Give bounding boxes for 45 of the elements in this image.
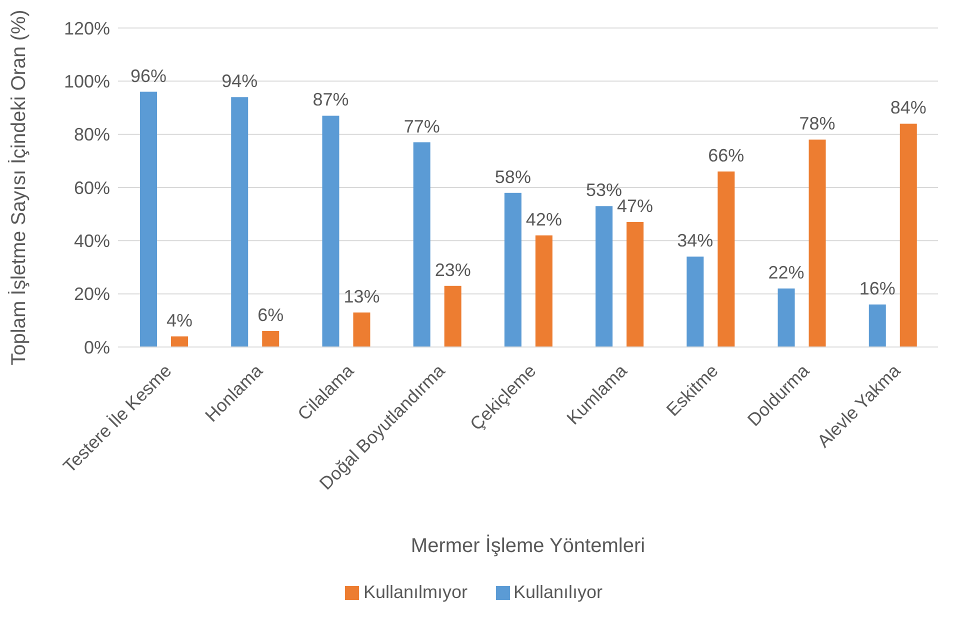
bar xyxy=(262,331,280,347)
data-label: 4% xyxy=(166,310,193,330)
bar xyxy=(322,116,340,347)
bar xyxy=(444,286,462,347)
data-label: 96% xyxy=(130,66,167,86)
data-label: 78% xyxy=(799,114,836,134)
y-axis-title: Toplam İşletme Sayısı İçindeki Oran (%) xyxy=(7,10,30,366)
y-tick-label: 20% xyxy=(74,284,110,304)
data-label: 22% xyxy=(768,262,804,283)
data-label: 42% xyxy=(526,209,562,230)
bar xyxy=(868,304,886,347)
bar xyxy=(413,142,430,347)
legend-label: Kullanılmıyor xyxy=(363,582,468,602)
bar xyxy=(900,124,917,347)
bar xyxy=(626,222,644,347)
data-label: 6% xyxy=(258,305,284,326)
x-axis-title: Mermer İşleme Yöntemleri xyxy=(410,534,646,557)
bar xyxy=(171,336,188,347)
y-tick-label: 40% xyxy=(74,231,110,252)
data-label: 13% xyxy=(344,286,380,306)
y-tick-label: 60% xyxy=(74,178,110,198)
data-label: 87% xyxy=(312,90,349,110)
bar xyxy=(535,235,552,347)
bar xyxy=(596,206,613,347)
bar xyxy=(231,97,248,347)
bar xyxy=(686,256,704,347)
bar xyxy=(808,140,826,347)
bar xyxy=(718,172,735,347)
data-label: 34% xyxy=(677,230,714,251)
data-label: 16% xyxy=(859,278,896,298)
data-label: 58% xyxy=(494,166,531,187)
data-label: 23% xyxy=(434,260,471,280)
y-tick-label: 0% xyxy=(84,337,110,358)
y-tick-label: 100% xyxy=(64,72,110,92)
bar xyxy=(140,92,157,347)
bar xyxy=(778,288,795,347)
y-tick-label: 120% xyxy=(64,18,110,38)
data-label: 84% xyxy=(890,98,926,118)
bar xyxy=(504,192,522,347)
data-label: 66% xyxy=(708,146,744,166)
data-label: 94% xyxy=(222,71,258,92)
y-tick-label: 80% xyxy=(74,124,110,145)
legend-label: Kullanılıyor xyxy=(514,582,603,602)
bar xyxy=(353,312,370,347)
data-label: 77% xyxy=(404,116,440,136)
